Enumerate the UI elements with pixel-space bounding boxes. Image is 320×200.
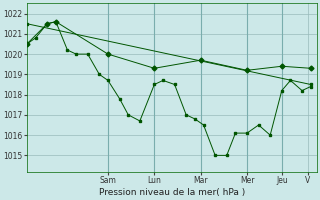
X-axis label: Pression niveau de la mer( hPa ): Pression niveau de la mer( hPa ) xyxy=(99,188,245,197)
